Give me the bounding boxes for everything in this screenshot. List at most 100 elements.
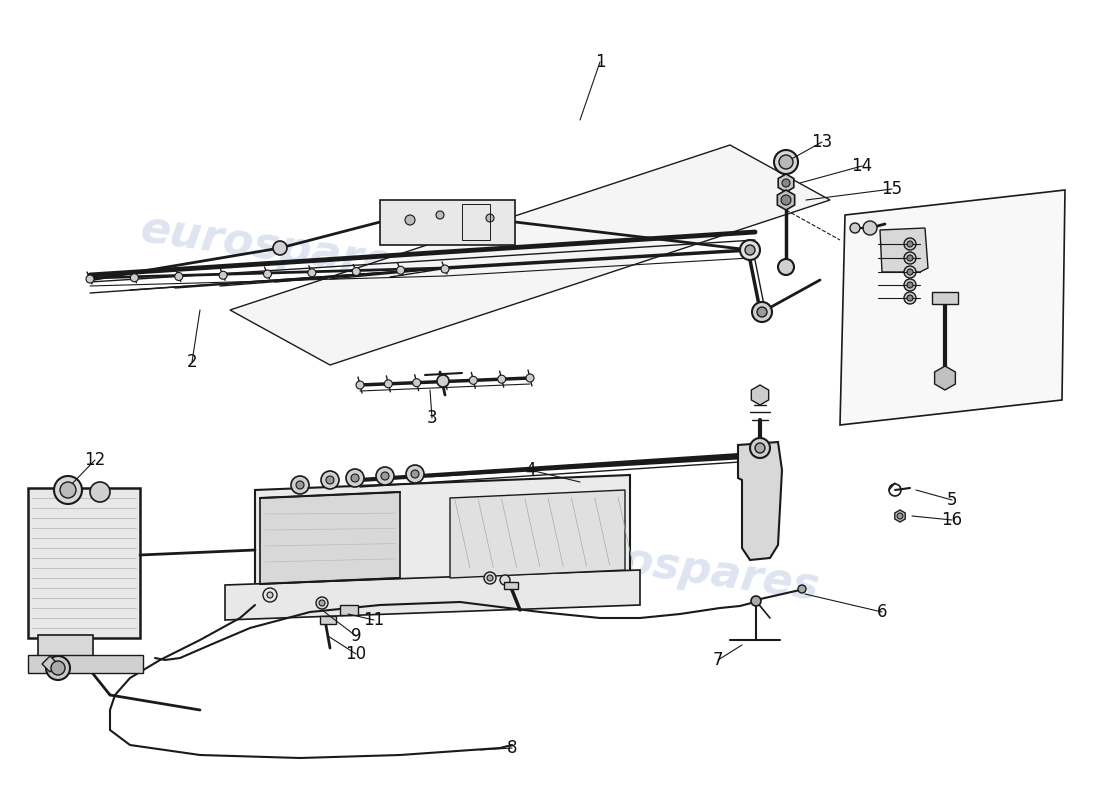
Bar [39, 635, 94, 657]
Bar [28, 488, 140, 638]
Circle shape [904, 252, 916, 264]
Text: 13: 13 [812, 133, 833, 151]
Circle shape [437, 375, 449, 387]
Circle shape [131, 274, 139, 282]
Text: 10: 10 [345, 645, 366, 663]
Circle shape [381, 472, 389, 480]
Circle shape [774, 150, 798, 174]
Circle shape [441, 265, 449, 273]
Circle shape [864, 221, 877, 235]
Text: 2: 2 [187, 353, 197, 371]
Circle shape [405, 215, 415, 225]
Circle shape [782, 179, 790, 187]
Circle shape [526, 374, 534, 382]
Text: 9: 9 [351, 627, 361, 645]
Bar [932, 292, 958, 304]
Circle shape [326, 476, 334, 484]
Circle shape [90, 482, 110, 502]
Text: 4: 4 [525, 461, 536, 479]
Bar [340, 605, 358, 615]
Bar [462, 204, 490, 240]
Circle shape [51, 661, 65, 675]
Circle shape [484, 572, 496, 584]
Circle shape [908, 282, 913, 288]
Circle shape [500, 575, 510, 585]
Text: 15: 15 [881, 180, 903, 198]
Circle shape [308, 269, 316, 277]
Text: 8: 8 [507, 739, 517, 757]
Circle shape [273, 241, 287, 255]
Circle shape [778, 259, 794, 275]
Text: eurospares: eurospares [138, 207, 422, 289]
Polygon shape [255, 475, 630, 605]
Circle shape [406, 465, 424, 483]
Circle shape [850, 223, 860, 233]
Bar [28, 655, 143, 673]
Circle shape [60, 482, 76, 498]
Text: 11: 11 [363, 611, 385, 629]
Circle shape [219, 271, 227, 279]
Circle shape [470, 376, 477, 384]
Polygon shape [260, 492, 400, 584]
Circle shape [781, 195, 791, 205]
Circle shape [908, 255, 913, 261]
Circle shape [296, 481, 304, 489]
Circle shape [175, 273, 183, 281]
Circle shape [292, 476, 309, 494]
Circle shape [908, 269, 913, 275]
Circle shape [752, 302, 772, 322]
Circle shape [346, 469, 364, 487]
Circle shape [904, 238, 916, 250]
Circle shape [779, 155, 793, 169]
Polygon shape [226, 570, 640, 620]
Circle shape [376, 467, 394, 485]
Circle shape [904, 266, 916, 278]
Circle shape [487, 575, 493, 581]
Circle shape [751, 596, 761, 606]
Polygon shape [230, 145, 830, 365]
Polygon shape [840, 190, 1065, 425]
Circle shape [351, 474, 359, 482]
Circle shape [46, 656, 70, 680]
Circle shape [757, 307, 767, 317]
Circle shape [397, 266, 405, 274]
Text: 14: 14 [851, 157, 872, 175]
Circle shape [411, 470, 419, 478]
Circle shape [486, 214, 494, 222]
Circle shape [264, 270, 272, 278]
Text: 3: 3 [427, 409, 438, 427]
Polygon shape [738, 442, 782, 560]
Circle shape [316, 597, 328, 609]
Circle shape [750, 438, 770, 458]
Bar [379, 200, 515, 245]
Text: 7: 7 [713, 651, 724, 669]
Circle shape [745, 245, 755, 255]
Bar [320, 616, 336, 624]
Circle shape [798, 585, 806, 593]
Circle shape [904, 279, 916, 291]
Circle shape [267, 592, 273, 598]
Circle shape [441, 378, 449, 386]
Text: 1: 1 [595, 53, 605, 71]
Circle shape [904, 292, 916, 304]
Circle shape [352, 267, 361, 275]
Circle shape [384, 380, 393, 388]
Text: eurospares: eurospares [538, 527, 823, 609]
Circle shape [908, 295, 913, 301]
Circle shape [319, 600, 324, 606]
Circle shape [497, 375, 506, 383]
Circle shape [755, 443, 764, 453]
Circle shape [86, 275, 94, 283]
Circle shape [908, 241, 913, 247]
Circle shape [896, 513, 903, 519]
Circle shape [321, 471, 339, 489]
Polygon shape [880, 228, 928, 272]
Circle shape [412, 378, 420, 386]
Circle shape [740, 240, 760, 260]
Bar [504, 582, 518, 589]
Circle shape [54, 476, 82, 504]
Text: 6: 6 [877, 603, 888, 621]
Polygon shape [450, 490, 625, 578]
Text: 12: 12 [85, 451, 106, 469]
Text: 5: 5 [947, 491, 957, 509]
